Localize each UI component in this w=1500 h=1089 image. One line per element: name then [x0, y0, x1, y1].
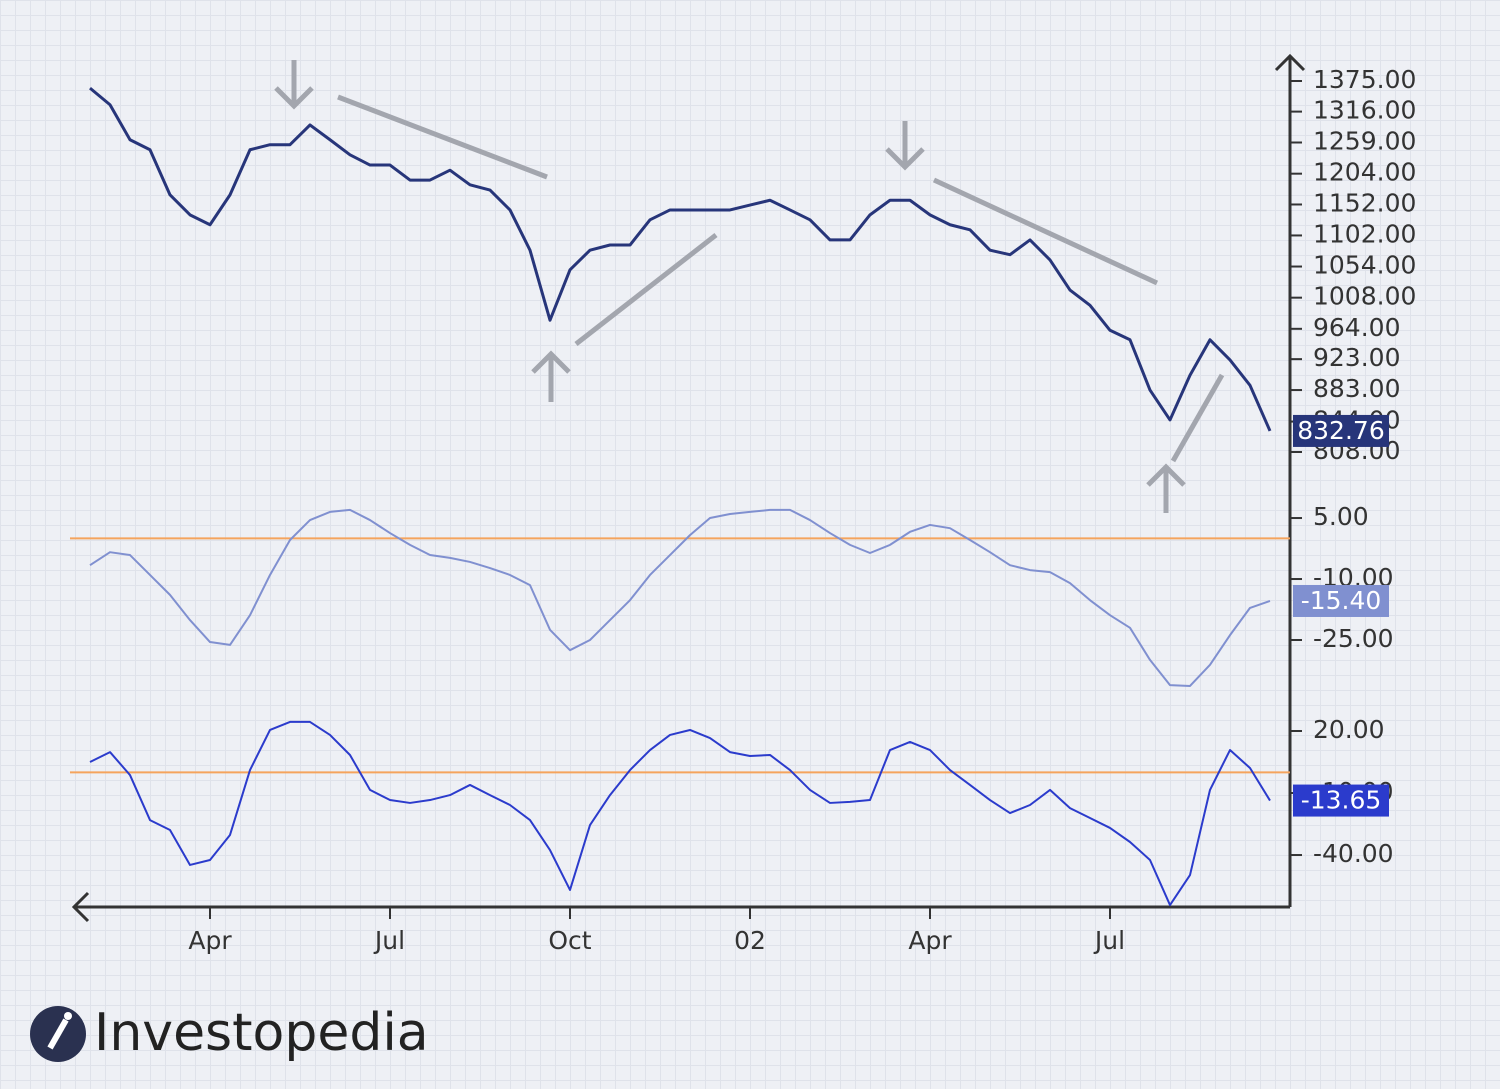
x-tick-label: Jul	[373, 926, 405, 955]
brand: Investopedia	[94, 1003, 429, 1063]
y-tick-label: 1204.00	[1313, 158, 1416, 187]
y-tick-label: 1316.00	[1313, 96, 1416, 125]
y-tick-label: -25.00	[1313, 624, 1394, 653]
y-tick-label: 1152.00	[1313, 188, 1416, 217]
last-value-badge	[1293, 584, 1389, 617]
logo: Investopedia	[30, 1003, 429, 1063]
last-value-label: -15.40	[1301, 586, 1382, 615]
y-tick-label: 1008.00	[1313, 282, 1416, 311]
last-value-label: 832.76	[1297, 416, 1384, 445]
y-tick-label: 923.00	[1313, 343, 1400, 372]
annotations	[274, 60, 1225, 513]
y-tick-label: 20.00	[1313, 715, 1385, 744]
line-series	[89, 508, 1271, 687]
axes	[71, 53, 1306, 923]
y-tick-label: -40.00	[1313, 839, 1394, 868]
last-value-label: -13.65	[1301, 786, 1382, 815]
line-series	[89, 720, 1271, 907]
y-tick-label: 883.00	[1313, 374, 1400, 403]
y-tick-label: 1375.00	[1313, 65, 1416, 94]
y-tick-label: 1102.00	[1313, 219, 1416, 248]
x-tick-label: Jul	[1093, 926, 1125, 955]
y-tick-label: 964.00	[1313, 313, 1400, 342]
line-series	[89, 86, 1272, 432]
x-tick-label: 02	[734, 926, 766, 955]
y-tick-label: 1259.00	[1313, 127, 1416, 156]
x-tick-label: Apr	[188, 926, 232, 955]
y-tick-label: 5.00	[1313, 502, 1369, 531]
x-tick-label: Apr	[908, 926, 952, 955]
x-tick-label: Oct	[548, 926, 591, 955]
last-value-badge	[1293, 784, 1389, 817]
y-tick-label: 1054.00	[1313, 251, 1416, 280]
last-value-badge	[1293, 414, 1389, 447]
